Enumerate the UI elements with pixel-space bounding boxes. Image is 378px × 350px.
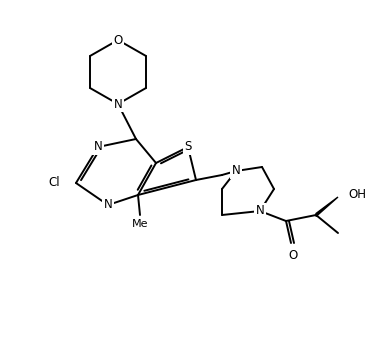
Text: O: O: [113, 34, 122, 47]
Text: N: N: [232, 164, 240, 177]
Text: OH: OH: [348, 189, 366, 202]
Text: Me: Me: [132, 219, 148, 229]
Text: N: N: [94, 140, 102, 154]
Polygon shape: [316, 197, 338, 217]
Text: O: O: [288, 249, 297, 262]
Text: S: S: [184, 140, 192, 154]
Text: N: N: [256, 204, 264, 217]
Text: N: N: [104, 198, 112, 211]
Text: Cl: Cl: [48, 176, 60, 189]
Text: N: N: [114, 98, 122, 111]
